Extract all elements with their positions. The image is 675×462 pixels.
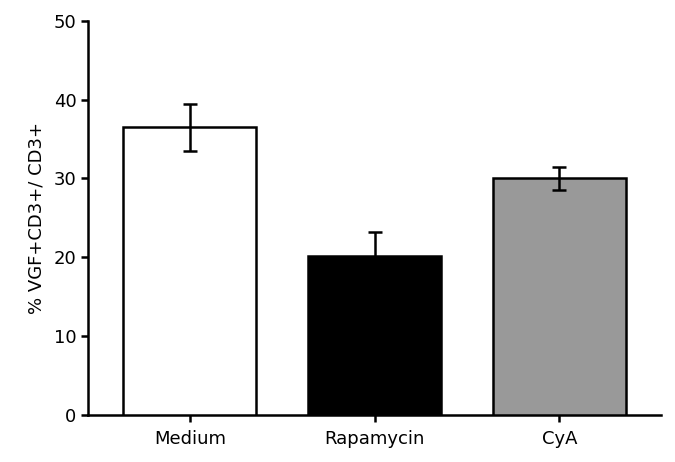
Bar — [124, 127, 256, 415]
Bar — [308, 255, 441, 415]
Bar — [493, 178, 626, 415]
Y-axis label: % VGF+CD3+/ CD3+: % VGF+CD3+/ CD3+ — [28, 122, 45, 314]
